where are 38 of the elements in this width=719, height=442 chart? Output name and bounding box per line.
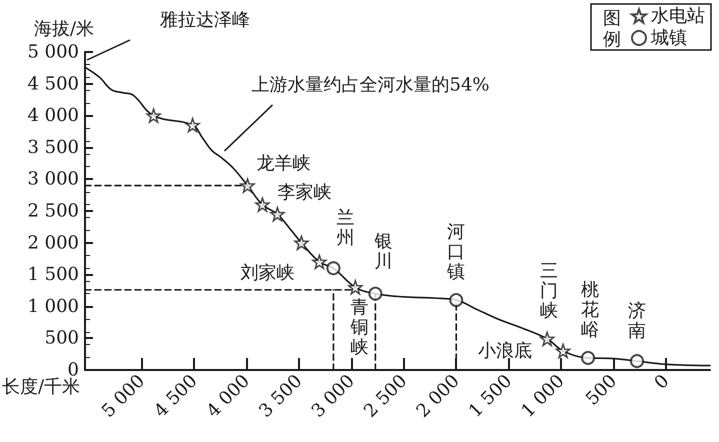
y-tick-label: 2 500 <box>27 200 79 222</box>
y-tick-label: 2 000 <box>27 232 79 254</box>
y-tick-label: 3 000 <box>27 168 79 190</box>
annotation: 三门峡 <box>540 260 558 322</box>
legend-label: 水电站 <box>651 6 705 26</box>
x-tick-label: 4 000 <box>202 370 254 422</box>
annotation: 青铜峡 <box>349 296 368 358</box>
x-tick-label: 3 500 <box>255 370 306 422</box>
x-tick-label: 2 000 <box>412 370 464 422</box>
legend-label: 城镇 <box>650 28 687 48</box>
y-tick-label: 4 500 <box>27 73 79 94</box>
y-tick-label: 5 000 <box>27 42 79 62</box>
x-tick-label: 2 500 <box>360 370 412 422</box>
annotation: 李家峡 <box>277 182 332 204</box>
annotation: 上游水量约占全河水量的54% <box>251 74 490 96</box>
x-tick-label: 0 <box>650 370 674 394</box>
legend-title: 图例 <box>603 8 621 50</box>
x-tick-label: 5 000 <box>98 370 150 422</box>
annotation: 济南 <box>628 300 646 342</box>
y-tick-label: 4 000 <box>27 105 79 126</box>
annotation: 河口镇 <box>446 222 466 283</box>
annotation: 兰州 <box>336 208 354 249</box>
annotation: 刘家峡 <box>240 262 294 284</box>
y-tick-label: 3 500 <box>27 136 79 158</box>
x-tick-label: 1 500 <box>464 370 516 422</box>
y-tick-label: 500 <box>44 328 79 349</box>
x-tick-label: 3 000 <box>308 370 359 422</box>
annotation: 龙羊峡 <box>256 153 311 174</box>
y-tick-label: 1 000 <box>27 296 79 317</box>
x-tick-label: 500 <box>582 370 621 410</box>
text: 雅拉达泽峰 <box>160 10 250 30</box>
x-tick-label: 1 000 <box>517 370 569 422</box>
x-tick-label: 4 500 <box>150 370 202 422</box>
annotation: 桃花峪 <box>581 279 600 340</box>
y-tick-label: 1 500 <box>27 264 79 286</box>
y-axis-title: 海拔/米 <box>34 18 94 40</box>
annotation: 小浪底 <box>478 340 532 362</box>
annotation: 银川 <box>373 231 392 272</box>
